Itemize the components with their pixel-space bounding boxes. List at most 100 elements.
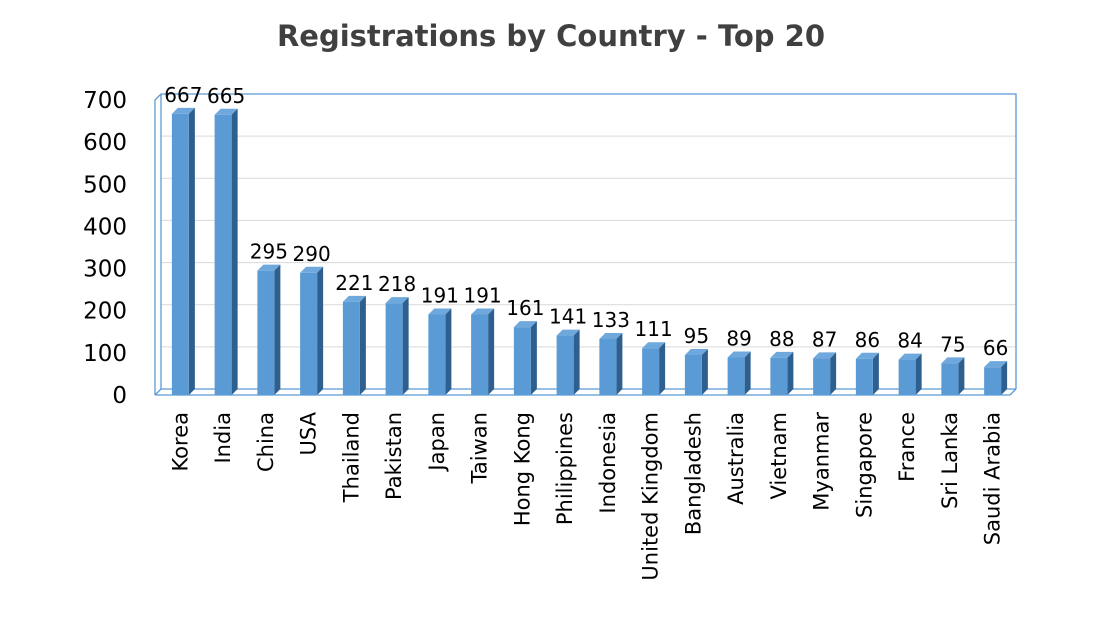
x-tick-label: Saudi Arabia (981, 412, 1005, 545)
bar-side-face (701, 348, 708, 395)
gridlines (161, 93, 1016, 390)
bar-front-face (599, 338, 617, 395)
data-label: 87 (812, 327, 837, 351)
x-tick-label: Korea (168, 412, 192, 472)
bar-side-face (659, 342, 666, 395)
bar-top-face (984, 361, 1008, 368)
bar-top-face (941, 357, 965, 364)
bar-front-face (984, 367, 1002, 395)
data-label: 161 (506, 296, 544, 320)
bar-top-face (855, 352, 879, 359)
bars (171, 107, 1008, 396)
x-tick-label: USA (297, 411, 321, 455)
x-tick-label: Thailand (339, 412, 363, 503)
x-tick-label: Hong Kong (510, 412, 534, 526)
bar-side-face (274, 264, 281, 395)
x-tick-label: United Kingdom (639, 412, 663, 581)
data-label: 665 (207, 84, 245, 108)
bar-side-face (872, 352, 879, 395)
bar-front-face (428, 314, 446, 395)
floor-left-edge (154, 388, 162, 396)
x-tick-label: Singapore (852, 412, 876, 518)
y-axis-ticks: 0 100 200 300 400 500 600 700 (83, 88, 127, 409)
bar-front-face (727, 357, 745, 395)
bar-front-face (471, 314, 489, 395)
y-tick-label: 500 (83, 172, 127, 198)
bar-front-face (855, 358, 873, 395)
bar (385, 297, 409, 395)
bar (300, 266, 324, 395)
y-tick-label: 0 (112, 383, 127, 409)
data-label: 191 (464, 284, 502, 308)
data-label: 84 (897, 329, 922, 353)
x-tick-label: Australia (724, 412, 748, 505)
x-tick-label: Myanmar (810, 412, 834, 511)
bar (342, 295, 366, 395)
bar-side-face (616, 332, 623, 395)
bar-side-face (231, 108, 238, 395)
bar (599, 332, 623, 395)
chart-title: Registrations by Country - Top 20 (277, 19, 825, 53)
bar-top-face (556, 329, 580, 336)
bar-front-face (684, 354, 702, 395)
bar (770, 351, 794, 395)
bar (813, 352, 837, 395)
bar-side-face (402, 297, 409, 395)
bar-front-face (556, 335, 574, 395)
bar (727, 351, 751, 395)
data-label: 133 (592, 308, 630, 332)
bar (171, 107, 195, 396)
y-tick-label: 200 (83, 299, 127, 325)
data-label: 86 (855, 328, 880, 352)
data-label: 667 (164, 83, 202, 107)
x-tick-label: Bangladesh (681, 412, 705, 535)
bar-side-face (830, 352, 837, 395)
x-tick-label: Pakistan (382, 412, 406, 500)
bar (642, 342, 666, 395)
bar-front-face (300, 272, 318, 395)
data-label: 218 (378, 272, 416, 296)
x-tick-label: Vietnam (767, 412, 791, 500)
bar-top-face (214, 108, 238, 115)
y-tick-label: 300 (83, 257, 127, 283)
data-label: 295 (250, 240, 288, 264)
data-label: 290 (293, 242, 331, 266)
bar (898, 353, 922, 395)
data-label: 141 (549, 305, 587, 329)
data-label: 75 (940, 332, 965, 356)
x-tick-label: Indonesia (596, 412, 620, 514)
bar-front-face (342, 301, 360, 395)
bar-side-face (958, 357, 965, 395)
data-label: 66 (983, 336, 1008, 360)
bar-top-face (257, 264, 281, 271)
bar-top-face (300, 266, 324, 273)
x-axis-labels: Korea India China USA Thailand Pakistan Japan T… (168, 411, 1004, 580)
bar (855, 352, 879, 395)
bar-side-face (445, 308, 452, 395)
data-label: 88 (769, 327, 794, 351)
x-tick-label: China (254, 412, 278, 472)
bar (214, 108, 238, 395)
bar-top-face (770, 351, 794, 358)
y-tick-label: 400 (83, 214, 127, 240)
x-tick-label: Philippines (553, 412, 577, 525)
bar-side-face (359, 295, 366, 395)
bar-side-face (530, 321, 537, 395)
bar-front-face (171, 113, 189, 396)
bar (684, 348, 708, 395)
bar (984, 361, 1008, 395)
bar-top-face (813, 352, 837, 359)
data-label: 95 (684, 324, 709, 348)
floor-right-edge (1009, 388, 1017, 396)
bar-front-face (813, 358, 831, 395)
bar-side-face (1001, 361, 1008, 395)
y-tick-label: 100 (83, 341, 127, 367)
bar-front-face (513, 327, 531, 395)
bar-top-face (642, 342, 666, 349)
bar (471, 308, 495, 395)
bar (513, 321, 537, 395)
bar (257, 264, 281, 395)
